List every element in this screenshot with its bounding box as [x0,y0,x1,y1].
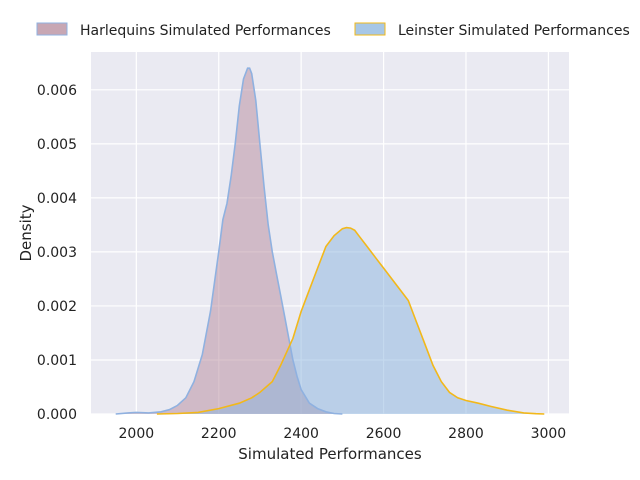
x-tick-label-5: 3000 [531,426,567,442]
y-tick-label-4: 0.004 [37,191,77,207]
legend: Harlequins Simulated Performances Leinst… [36,22,630,39]
y-tick-label-2: 0.002 [37,299,77,315]
y-tick-label-5: 0.005 [37,137,77,153]
x-tick-label-2: 2400 [283,426,319,442]
y-tick-label-3: 0.003 [37,245,77,261]
y-tick-label-0: 0.000 [37,407,77,423]
legend-swatch-leinster [354,22,386,36]
legend-label-harlequins: Harlequins Simulated Performances [80,23,331,39]
y-tick-label-1: 0.001 [37,353,77,369]
series-layer [115,67,545,415]
legend-label-leinster: Leinster Simulated Performances [398,23,630,39]
legend-swatch-harlequins [36,22,68,36]
series-line-1 [156,226,545,415]
x-tick-label-1: 2200 [201,426,237,442]
x-tick-label-0: 2000 [119,426,155,442]
y-axis-ticks: 0.000 0.001 0.002 0.003 0.004 0.005 0.006 [37,83,77,423]
series-area-1 [156,227,545,414]
x-tick-label-3: 2600 [366,426,402,442]
x-axis-ticks: 2000 2200 2400 2600 2800 3000 [119,426,567,442]
y-axis-label: Density [17,204,35,261]
y-tick-label-6: 0.006 [37,83,77,99]
series-area-0 [115,68,343,414]
x-axis-label: Simulated Performances [238,445,422,463]
x-tick-label-4: 2800 [448,426,484,442]
series-line-0 [115,67,343,415]
